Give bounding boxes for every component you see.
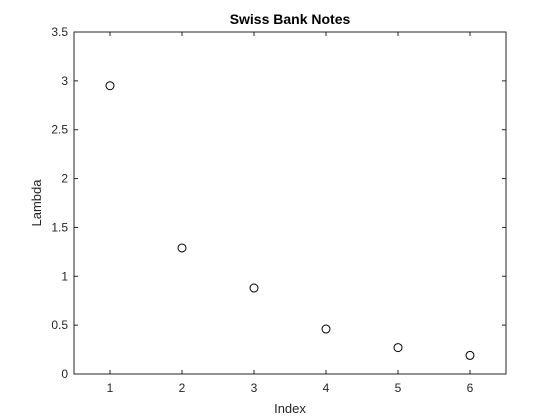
data-point (321, 324, 331, 334)
data-point (465, 350, 475, 360)
data-point (249, 283, 259, 293)
y-tick-label: 0 (61, 367, 68, 381)
y-tick-label: 3 (61, 74, 68, 88)
data-point (105, 81, 115, 91)
y-tick-label: 1.5 (51, 220, 68, 234)
y-tick-label: 2 (61, 172, 68, 186)
x-axis-label: Index (274, 401, 306, 416)
x-tick-label: 6 (467, 381, 474, 395)
data-point (177, 243, 187, 253)
plot-area (73, 31, 507, 375)
y-axis: 0 0.5 1 1.5 2 2.5 3 3.5 (51, 25, 506, 381)
data-points (105, 81, 475, 360)
x-tick-label: 3 (251, 381, 258, 395)
data-point (393, 343, 403, 353)
x-tick-label: 2 (179, 381, 186, 395)
chart-title: Swiss Bank Notes (230, 11, 351, 27)
y-axis-label: Lambda (29, 179, 44, 227)
x-tick-label: 1 (107, 381, 114, 395)
y-tick-label: 1 (61, 269, 68, 283)
x-axis: 1 2 3 4 5 6 (107, 32, 474, 395)
x-tick-label: 4 (323, 381, 330, 395)
x-tick-label: 5 (395, 381, 402, 395)
y-tick-label: 3.5 (51, 25, 68, 39)
y-tick-label: 2.5 (51, 123, 68, 137)
y-tick-label: 0.5 (51, 318, 68, 332)
